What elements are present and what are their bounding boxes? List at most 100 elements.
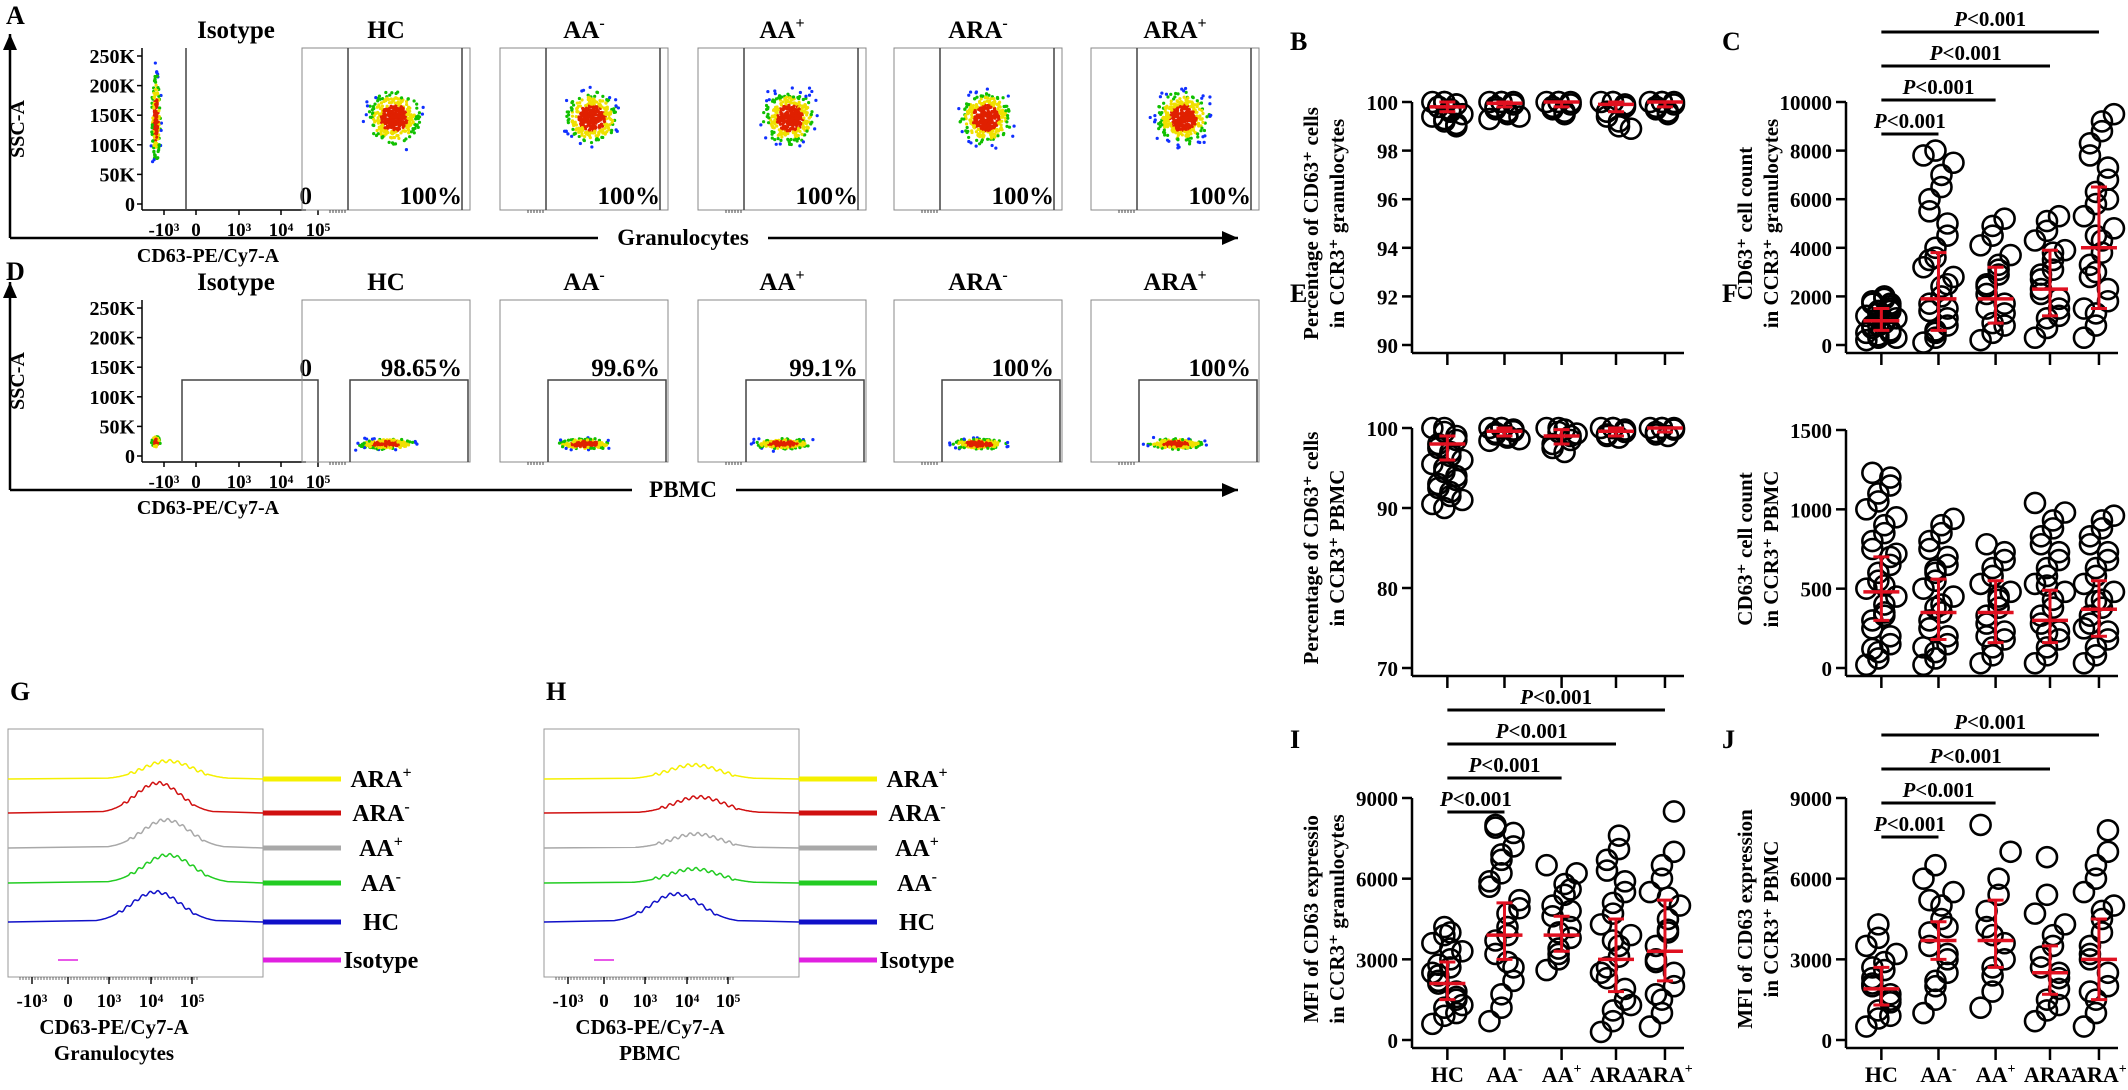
row-a-event-dot (792, 107, 796, 111)
row-a-event-dot (1175, 128, 1180, 132)
row-a-event-dot (1179, 130, 1183, 134)
row-a-event-dot (401, 119, 405, 124)
data-point (1439, 484, 1462, 508)
row-d-event-dot (1155, 441, 1160, 445)
row-a-event-dot (565, 114, 569, 118)
row-a-event-dot (572, 123, 576, 128)
row-a-event-dot (587, 119, 591, 123)
row-a-ssc-tick-label: 150K (89, 105, 135, 127)
row-a-event-dot (575, 101, 579, 105)
row-d-event-dot (951, 442, 955, 446)
row-a-event-dot (785, 128, 789, 132)
data-point (2072, 1015, 2096, 1038)
row-a-event-dot (800, 112, 804, 116)
row-a-event-dot (572, 103, 576, 107)
row-a-event-dot (575, 107, 579, 111)
row-a-event-dot (376, 116, 380, 120)
row-a-event-dot (1163, 118, 1167, 122)
row-a-event-dot (154, 102, 158, 106)
row-d-event-dot (606, 438, 610, 442)
y-tick-label: 4000 (1790, 237, 1832, 261)
row-a-event-dot (566, 132, 570, 136)
row-a-event-dot (580, 132, 584, 136)
significance-label: P<0.001 (1901, 75, 1974, 99)
x-tick-label-3: ARA- (1590, 1062, 1643, 1087)
data-point (1490, 996, 1513, 1020)
row-d-title-3: AA+ (759, 267, 804, 296)
row-d-event-dot (798, 445, 802, 450)
row-a-event-dot (1166, 133, 1170, 137)
row-d-event-dot (599, 443, 603, 447)
row-a-event-dot (616, 106, 621, 110)
y-tick-label: 96 (1377, 188, 1398, 212)
data-point (2029, 263, 2053, 286)
row-a-event-dot (805, 129, 809, 133)
row-d-event-dot (593, 437, 597, 441)
row-d-event-dot (586, 445, 590, 449)
row-a-event-dot (1177, 145, 1181, 149)
row-a-event-dot (1001, 133, 1006, 137)
row-a-event-dot (415, 115, 419, 119)
row-d-percent-3: 99.1% (789, 355, 858, 382)
data-point (2041, 596, 2065, 620)
data-point (2084, 564, 2108, 588)
row-a-event-dot (1200, 108, 1204, 113)
row-a-event-dot (153, 93, 157, 97)
row-a-event-dot (587, 128, 591, 132)
row-a-event-dot (566, 110, 571, 114)
row-a-event-dot (982, 125, 986, 129)
data-point (1508, 105, 1531, 128)
row-a-event-dot (415, 102, 419, 106)
row-a-event-dot (978, 135, 982, 139)
row-a-event-dot (774, 142, 778, 146)
row-d-event-dot (582, 439, 586, 443)
row-a-event-dot (809, 113, 813, 117)
row-a-event-dot (793, 127, 797, 131)
row-a-event-dot (389, 125, 394, 130)
row-a-event-dot (1170, 108, 1174, 112)
row-d-event-dot (963, 443, 968, 447)
panel-h-legend-label-5: Isotype (880, 948, 955, 974)
row-a-event-dot (1176, 100, 1180, 104)
row-a-event-dot (365, 100, 369, 104)
row-a-event-dot (1185, 122, 1190, 126)
row-a-event-dot (598, 98, 602, 103)
significance-label: P<0.001 (1495, 719, 1568, 743)
row-a-event-dot (999, 112, 1003, 116)
row-a-event-dot (1188, 139, 1192, 144)
panel-h-curve-4 (543, 891, 800, 923)
row-a-event-dot (1175, 110, 1179, 114)
row-d-event-dot (980, 441, 984, 445)
data-point (2041, 241, 2065, 264)
panel-c-chart: 10000 8000 6000 4000 2000 0 CD63⁺ cell count in… (1733, 7, 2126, 365)
row-a-event-dot (1208, 95, 1212, 99)
row-a-event-dot (1180, 102, 1184, 106)
significance-label: P<0.001 (1929, 41, 2002, 65)
row-a-event-dot (155, 124, 160, 129)
row-d-event-dot (158, 441, 162, 446)
row-a-event-dot (389, 131, 394, 135)
row-d-ssc-tick-label: 150K (89, 357, 135, 379)
row-a-event-dot (579, 119, 583, 123)
row-d-event-dot (392, 438, 396, 442)
row-d-title-4-sign: - (1002, 267, 1007, 284)
row-d-event-dot (384, 443, 388, 448)
row-a-event-dot (973, 117, 978, 121)
data-point (2072, 326, 2096, 350)
row-d-ssc-tick-label: 0 (125, 446, 135, 468)
row-a-event-dot (1196, 102, 1200, 106)
row-d-event-dot (573, 444, 577, 448)
significance-label: P<0.001 (1519, 685, 1592, 709)
row-d-event-dot (780, 437, 784, 441)
row-a-event-dot (994, 123, 998, 127)
row-a-event-dot (981, 130, 985, 134)
row-a-event-dot (614, 128, 618, 132)
row-a-event-dot (809, 122, 813, 126)
row-d-event-dot (1153, 442, 1157, 446)
data-point (1451, 939, 1474, 963)
row-a-title-4-base: ARA (948, 17, 1002, 44)
y-axis-label-line-1: in CCR3⁺ granulocytes (1759, 119, 1783, 328)
